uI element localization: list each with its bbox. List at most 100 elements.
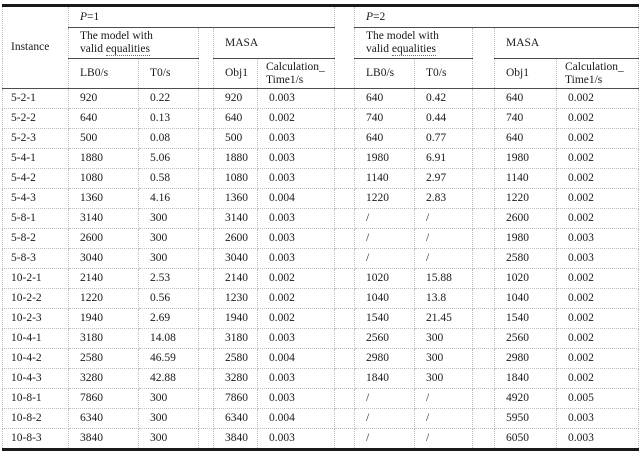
col-header-lb0-p1: LB0/s	[68, 58, 139, 89]
separator-cell	[334, 268, 355, 289]
cell-instance: 10-8-1	[2, 388, 69, 409]
cell-obj1-p1: 2580	[213, 348, 258, 369]
cell-t0-p2: /	[414, 408, 473, 429]
cell-obj1-p1: 3280	[213, 368, 258, 389]
calctime-line1: Calculation_	[565, 60, 624, 73]
separator-cell	[472, 268, 495, 289]
cell-calctime-p1: 0.003	[257, 368, 335, 389]
cell-lb0-p1: 3140	[68, 208, 139, 229]
cell-lb0-p2: /	[354, 428, 415, 450]
cell-obj1-p1: 1360	[213, 188, 258, 209]
separator-cell	[472, 228, 495, 249]
calctime-line2: Time1/s	[266, 73, 304, 86]
cell-lb0-p2: /	[354, 408, 415, 429]
table-row: 5-2-3 500 0.08 500 0.003 640 0.77 640 0.002	[2, 128, 639, 149]
cell-calctime-p1: 0.004	[257, 348, 335, 369]
cell-calctime-p2: 0.002	[556, 268, 639, 289]
separator-cell	[472, 208, 495, 229]
model-group-line1: The model with	[80, 30, 153, 42]
cell-instance: 10-8-3	[2, 428, 69, 450]
cell-t0-p2: /	[414, 248, 473, 269]
results-table: Instance P=1 P=2 The model with valid eq…	[2, 4, 639, 451]
cell-obj1-p1: 7860	[213, 388, 258, 409]
cell-obj1-p1: 3040	[213, 248, 258, 269]
cell-obj1-p2: 640	[494, 88, 557, 109]
cell-obj1-p2: 1040	[494, 288, 557, 309]
cell-obj1-p2: 1140	[494, 168, 557, 189]
col-header-t0-p2: T0/s	[414, 58, 473, 89]
separator-cell	[334, 228, 355, 249]
col-group-masa-p1: MASA	[213, 27, 335, 59]
separator-cell	[198, 208, 214, 229]
separator-cell	[198, 228, 214, 249]
cell-t0-p1: 5.06	[138, 148, 199, 169]
separator-cell	[334, 408, 355, 429]
separator-cell	[472, 88, 495, 109]
cell-t0-p1: 300	[138, 248, 199, 269]
cell-calctime-p2: 0.002	[556, 308, 639, 329]
separator-cell	[334, 88, 355, 109]
cell-lb0-p2: 2560	[354, 328, 415, 349]
cell-lb0-p1: 6340	[68, 408, 139, 429]
cell-t0-p2: /	[414, 208, 473, 229]
separator-cell	[334, 168, 355, 189]
cell-obj1-p1: 500	[213, 128, 258, 149]
separator-cell	[198, 248, 214, 269]
separator-cell	[198, 188, 214, 209]
cell-calctime-p2: 0.002	[556, 368, 639, 389]
col-header-calctime-p2: Calculation_ Time1/s	[556, 58, 639, 89]
cell-t0-p2: 300	[414, 328, 473, 349]
cell-calctime-p1: 0.003	[257, 428, 335, 450]
cell-obj1-p1: 1880	[213, 148, 258, 169]
cell-lb0-p1: 500	[68, 128, 139, 149]
separator-cell	[198, 88, 214, 109]
cell-t0-p2: 0.42	[414, 88, 473, 109]
cell-t0-p1: 46.59	[138, 348, 199, 369]
separator-cell	[334, 148, 355, 169]
cell-t0-p2: 300	[414, 368, 473, 389]
cell-t0-p1: 0.56	[138, 288, 199, 309]
col-header-calctime-p1: Calculation_ Time1/s	[257, 58, 335, 89]
table-header: Instance P=1 P=2 The model with valid eq…	[2, 5, 639, 89]
table-row: 10-4-2 2580 46.59 2580 0.004 2980 300 2980 0.002	[2, 348, 639, 369]
separator-column-p1	[198, 27, 214, 89]
cell-lb0-p1: 920	[68, 88, 139, 109]
cell-instance: 5-8-1	[2, 208, 69, 229]
separator-cell	[198, 288, 214, 309]
cell-t0-p1: 300	[138, 408, 199, 429]
cell-instance: 5-8-2	[2, 228, 69, 249]
separator-cell	[334, 368, 355, 389]
cell-t0-p2: 2.83	[414, 188, 473, 209]
cell-t0-p1: 0.13	[138, 108, 199, 129]
cell-obj1-p1: 3180	[213, 328, 258, 349]
cell-calctime-p2: 0.002	[556, 328, 639, 349]
separator-cell	[198, 268, 214, 289]
cell-calctime-p1: 0.003	[257, 248, 335, 269]
separator-cell	[198, 168, 214, 189]
cell-lb0-p1: 2140	[68, 268, 139, 289]
cell-lb0-p2: 1040	[354, 288, 415, 309]
cell-lb0-p2: 640	[354, 128, 415, 149]
cell-obj1-p1: 3840	[213, 428, 258, 450]
separator-cell	[334, 188, 355, 209]
cell-calctime-p1: 0.003	[257, 128, 335, 149]
separator-cell	[198, 308, 214, 329]
header-row-methods: The model with valid equalities MASA The…	[3, 27, 639, 89]
cell-lb0-p1: 1880	[68, 148, 139, 169]
separator-cell	[472, 308, 495, 329]
separator-cell	[198, 368, 214, 389]
separator-cell	[198, 328, 214, 349]
cell-lb0-p2: 2980	[354, 348, 415, 369]
separator-cell	[334, 388, 355, 409]
table-row: 10-2-3 1940 2.69 1940 0.002 1540 21.45 1540 0.00…	[2, 308, 639, 329]
model-group-spellcheck-word: equalities	[391, 43, 436, 56]
calctime-line1: Calculation_	[266, 60, 325, 73]
cell-t0-p1: 4.16	[138, 188, 199, 209]
cell-lb0-p1: 1220	[68, 288, 139, 309]
model-group-line2: valid	[366, 43, 389, 55]
separator-cell	[334, 328, 355, 349]
col-group-masa-p2: MASA	[494, 27, 639, 59]
separator-cell	[472, 328, 495, 349]
separator-cell	[472, 388, 495, 409]
